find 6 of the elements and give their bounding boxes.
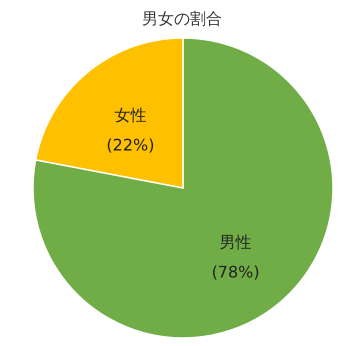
data-label: (78%) [212, 262, 260, 282]
data-label: (22%) [106, 135, 154, 154]
slice-label: 女性 [114, 105, 146, 124]
chart-title: 男女の割合 [142, 9, 222, 28]
slice-label: 男性 [220, 232, 252, 252]
pie-slice [32, 37, 334, 339]
